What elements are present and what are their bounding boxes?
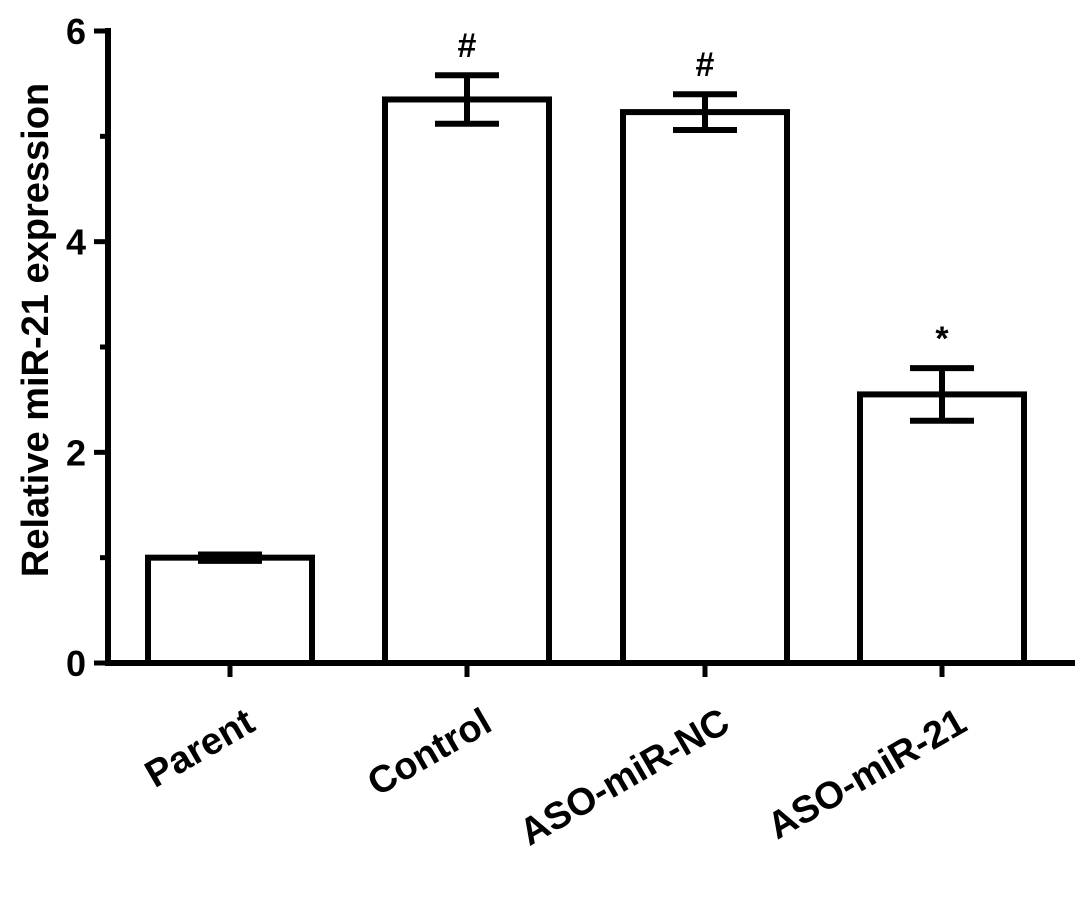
significance-marker-4: * [935, 320, 949, 358]
x-tick-label-1: Parent [138, 701, 262, 797]
y-tick-label-2: 2 [66, 432, 86, 473]
significance-marker-2: # [458, 27, 477, 65]
bar-1 [145, 554, 315, 667]
y-axis-title: Relative miR-21 expression [15, 83, 57, 577]
bar-3 [620, 109, 790, 666]
x-tick-label-3: ASO-miR-NC [513, 701, 737, 855]
y-tick-label-6: 6 [66, 11, 86, 52]
y-tick-label-4: 4 [66, 222, 86, 263]
y-tick-label-0: 0 [66, 643, 86, 684]
significance-marker-3: # [696, 46, 715, 84]
bar-2 [382, 96, 552, 666]
chart-marks: # # * 0 2 4 6 Parent Control ASO-miR-NC ASO-miR-21 [66, 11, 1075, 854]
x-tick-label-4: ASO-miR-21 [761, 701, 974, 848]
x-tick-label-2: Control [361, 701, 499, 805]
bar-4 [857, 391, 1027, 666]
